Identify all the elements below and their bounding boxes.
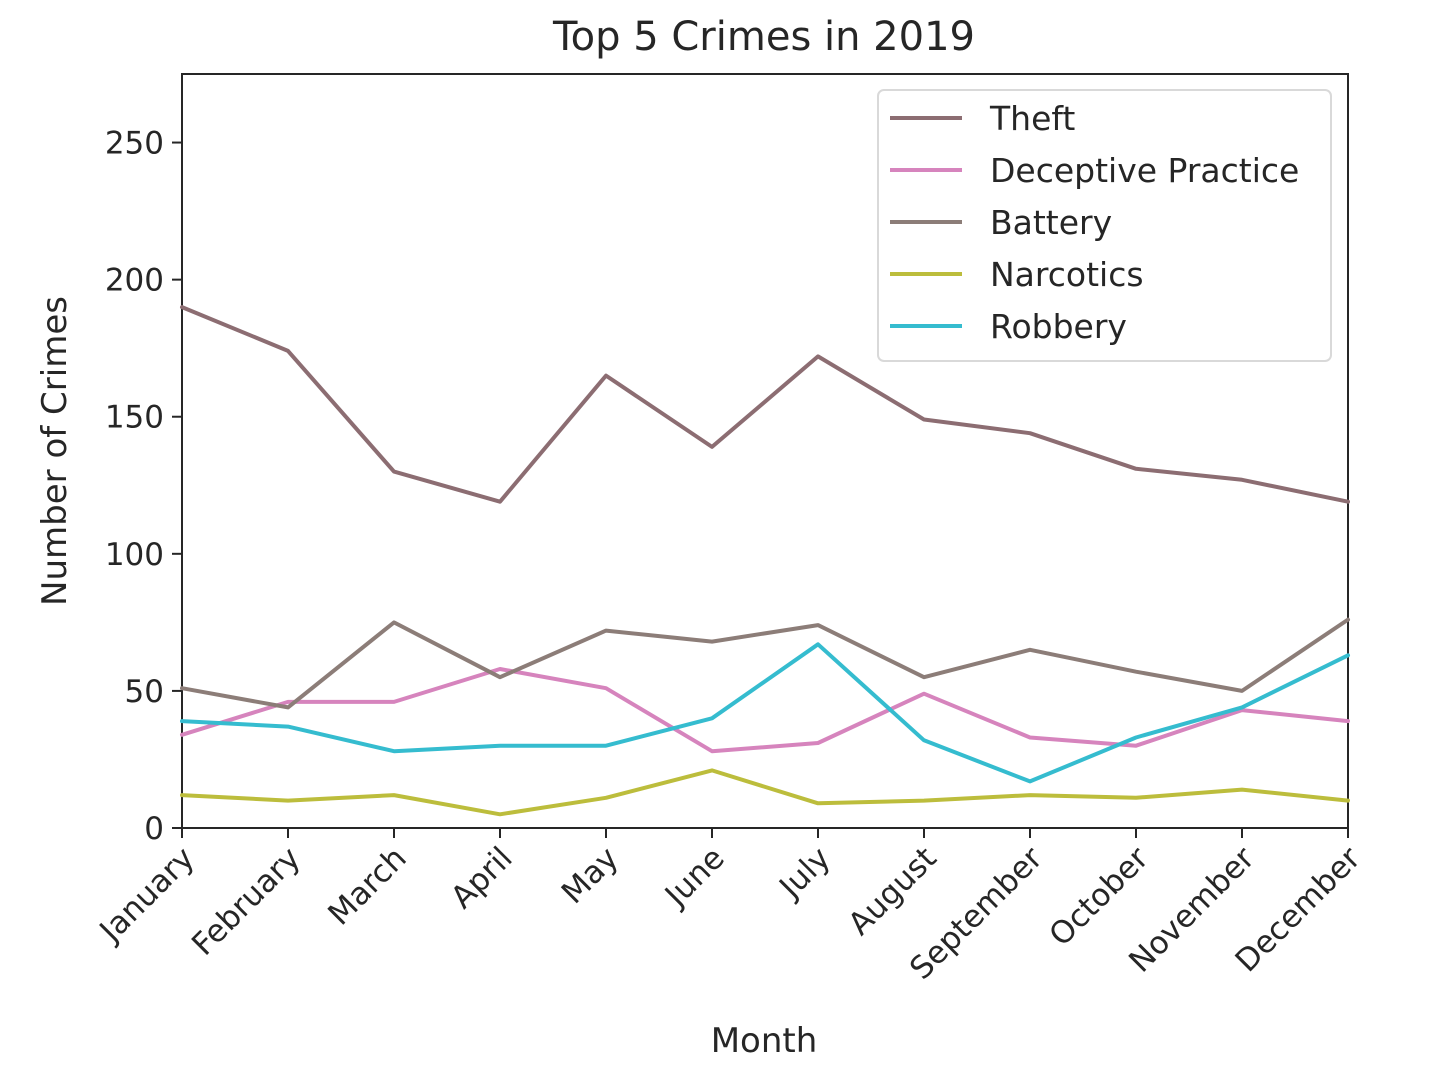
legend-label: Narcotics bbox=[990, 255, 1144, 294]
series-line-narcotics bbox=[180, 768, 1350, 817]
chart-title: Top 5 Crimes in 2019 bbox=[552, 14, 975, 60]
legend-label: Battery bbox=[990, 203, 1112, 242]
legend: Theft Deceptive Practice Battery Narcotics R… bbox=[877, 89, 1332, 362]
x-axis-label: Month bbox=[711, 1021, 818, 1061]
series-line-battery bbox=[180, 617, 1350, 710]
x-tick-label: August bbox=[841, 840, 943, 942]
y-tick-label: 200 bbox=[105, 263, 164, 299]
plot-area bbox=[181, 73, 1349, 829]
x-tick-label: January bbox=[92, 840, 202, 950]
legend-label: Deceptive Practice bbox=[990, 151, 1299, 190]
x-tick-label: February bbox=[185, 840, 308, 963]
y-tick-label: 250 bbox=[105, 126, 164, 162]
series-line-theft bbox=[180, 305, 1350, 504]
y-tick-label: 100 bbox=[105, 537, 164, 573]
y-tick-label: 150 bbox=[105, 400, 164, 436]
y-axis: 0 50 100 150 200 250 bbox=[105, 126, 182, 847]
x-tick-label: July bbox=[771, 840, 837, 906]
y-tick-label: 50 bbox=[125, 674, 164, 710]
x-tick-label: June bbox=[657, 840, 732, 915]
y-axis-label: Number of Crimes bbox=[35, 296, 75, 606]
y-tick-label: 0 bbox=[144, 811, 164, 847]
legend-label: Theft bbox=[989, 99, 1075, 138]
x-tick-label: May bbox=[555, 840, 626, 911]
x-tick-label: March bbox=[321, 840, 413, 932]
x-tick-label: April bbox=[444, 840, 520, 916]
series-line-deceptive-practice bbox=[180, 667, 1350, 754]
legend-label: Robbery bbox=[990, 307, 1127, 346]
series-line-robbery bbox=[180, 642, 1350, 784]
series-lines bbox=[180, 305, 1350, 817]
legend-box bbox=[877, 89, 1332, 362]
